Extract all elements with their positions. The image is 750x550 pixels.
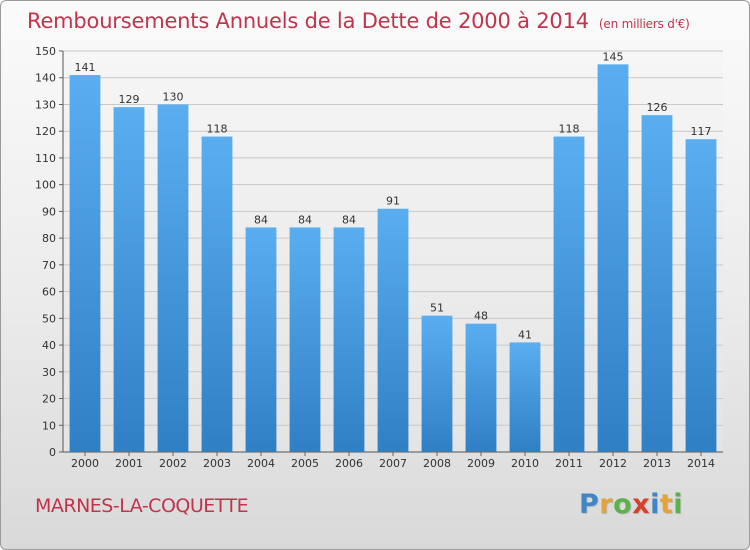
y-tick-label: 130 [35,98,56,111]
x-tick-label-2011: 2011 [555,457,583,470]
bar-2004 [245,227,277,452]
x-tick-label-2013: 2013 [643,457,671,470]
bar-2007 [377,208,409,452]
x-tick-label-2009: 2009 [467,457,495,470]
data-label-2008: 51 [430,302,444,315]
x-tick-label-2004: 2004 [247,457,275,470]
y-tick-label: 80 [42,232,56,245]
x-tick-label-2005: 2005 [291,457,319,470]
y-tick-label: 90 [42,205,56,218]
bar-2010 [509,342,541,452]
data-label-2006: 84 [342,213,356,226]
x-tick-label-2003: 2003 [203,457,231,470]
y-tick-label: 120 [35,125,56,138]
logo-letter: i [650,489,660,520]
logo-letter: r [599,489,614,520]
x-tick-label-2006: 2006 [335,457,363,470]
chart-title-text: Remboursements Annuels de la Dette de 20… [27,9,589,33]
y-tick-label: 0 [49,446,56,459]
y-tick-label: 140 [35,72,56,85]
y-tick-label: 100 [35,179,56,192]
y-tick-label: 40 [42,339,56,352]
data-label-2010: 41 [518,328,532,341]
data-label-2014: 117 [691,125,712,138]
data-label-2013: 126 [647,101,668,114]
x-tick-label-2012: 2012 [599,457,627,470]
proxiti-logo: Proxiti [579,489,683,520]
y-tick-label: 70 [42,259,56,272]
data-label-2011: 118 [559,123,580,136]
x-tick-label-2002: 2002 [159,457,187,470]
logo-letter: P [579,489,600,520]
data-label-2005: 84 [298,213,312,226]
bar-2009 [465,323,497,452]
bar-2001 [113,107,145,452]
logo-letter: t [659,489,674,520]
data-label-2007: 91 [386,195,400,208]
logo-letter: i [673,489,684,520]
x-tick-label-2007: 2007 [379,457,407,470]
x-tick-label-2014: 2014 [687,457,715,470]
x-tick-label-2008: 2008 [423,457,451,470]
data-label-2003: 118 [207,123,228,136]
bar-2002 [157,104,189,452]
commune-name: MARNES-LA-COQUETTE [35,495,249,517]
chart-title: Remboursements Annuels de la Dette de 20… [27,9,690,33]
y-tick-label: 60 [42,286,56,299]
bar-2014 [685,139,717,452]
y-tick-label: 30 [42,366,56,379]
y-tick-label: 20 [42,393,56,406]
unit-note: (en milliers d'€) [598,17,690,31]
y-tick-label: 10 [42,419,56,432]
x-tick-label-2000: 2000 [71,457,99,470]
bar-2013 [641,115,673,452]
y-tick-label: 150 [35,45,56,58]
data-label-2004: 84 [254,213,268,226]
bar-2008 [421,315,453,452]
data-label-2001: 129 [119,93,140,106]
bar-2000 [69,75,101,452]
x-tick-label-2010: 2010 [511,457,539,470]
y-tick-label: 110 [35,152,56,165]
y-tick-label: 50 [42,312,56,325]
data-label-2009: 48 [474,310,488,323]
bar-2005 [289,227,321,452]
bar-2011 [553,136,585,452]
data-label-2002: 130 [163,90,184,103]
bar-2006 [333,227,365,452]
logo-letter: o [613,489,633,520]
bar-2003 [201,136,233,452]
x-tick-label-2001: 2001 [115,457,143,470]
logo-letter: x [632,489,651,520]
bar-2012 [597,64,629,452]
data-label-2000: 141 [75,61,96,74]
data-label-2012: 145 [603,50,624,63]
